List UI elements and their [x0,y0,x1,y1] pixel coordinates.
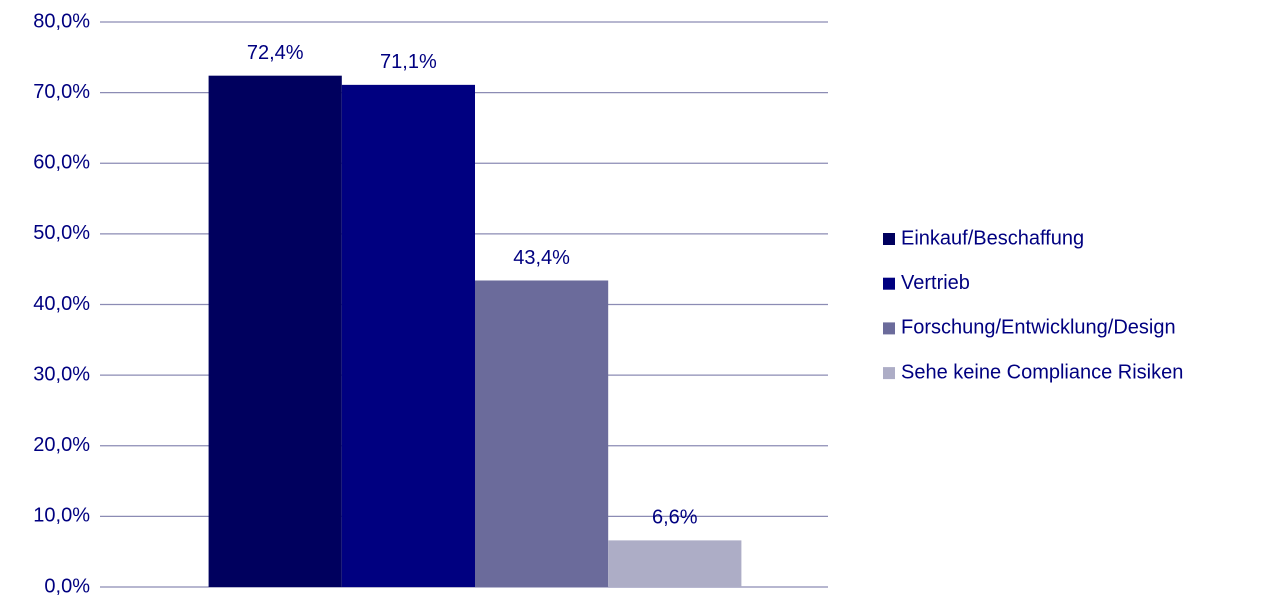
bar [341,84,475,587]
data-label: 6,6% [652,507,698,529]
y-tick-label: 70,0% [33,81,90,103]
data-label: 43,4% [513,247,570,269]
legend-label: Sehe keine Compliance Risiken [901,361,1183,383]
data-label: 71,1% [380,51,437,73]
bar [608,540,742,587]
y-tick-label: 60,0% [33,152,90,174]
legend-swatch [883,233,895,245]
bar [208,75,342,588]
legend-swatch [883,322,895,335]
bar [475,280,609,587]
y-tick-label: 0,0% [44,575,90,597]
legend-label: Forschung/Entwicklung/Design [901,317,1176,339]
y-tick-label: 40,0% [33,293,90,315]
y-tick-label: 30,0% [33,363,90,385]
legend-swatch [883,277,895,290]
legend-label: Vertrieb [901,272,970,294]
legend-swatch [883,367,895,380]
y-tick-label: 20,0% [33,434,90,456]
y-tick-label: 80,0% [33,10,90,32]
data-label: 72,4% [247,42,304,64]
legend-label: Einkauf/Beschaffung [901,227,1084,249]
y-tick-label: 10,0% [33,505,90,527]
y-tick-label: 50,0% [33,222,90,244]
